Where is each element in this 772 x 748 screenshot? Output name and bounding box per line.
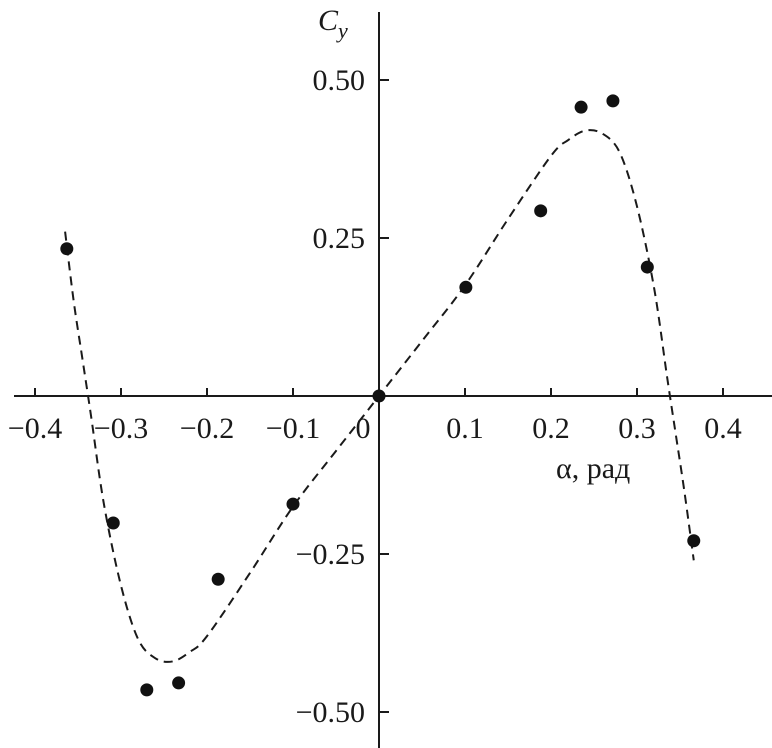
x-tick-label: −0.3: [94, 412, 148, 445]
data-point: [60, 242, 74, 256]
x-tick-label: −0.1: [266, 412, 320, 445]
y-axis-label-main: C: [318, 4, 339, 37]
data-point: [172, 676, 186, 690]
x-axis-label: α, рад: [556, 452, 630, 485]
data-point: [640, 260, 654, 274]
data-point: [606, 94, 620, 108]
axes: [14, 12, 772, 748]
data-point: [372, 389, 386, 403]
data-point: [211, 572, 225, 586]
data-point: [459, 280, 473, 294]
x-tick-label: 0.2: [532, 412, 570, 445]
data-point: [140, 683, 154, 697]
y-tick-label: −0.25: [296, 538, 365, 571]
y-tick-label: −0.50: [296, 696, 365, 729]
x-tick-label: −0.2: [180, 412, 234, 445]
x-tick-label: 0.1: [446, 412, 484, 445]
x-tick-label: −0.4: [8, 412, 62, 445]
x-tick-label: 0.4: [704, 412, 742, 445]
data-point: [106, 516, 120, 530]
y-axis-label-sub: y: [336, 18, 348, 43]
y-tick-label: 0.50: [313, 64, 366, 97]
data-point: [574, 100, 588, 114]
ticks: −0.4 −0.3 −0.2 −0.1 0 0.1 0.2 0.3 0.40.500.25−0.…: [8, 64, 742, 729]
data-points: [60, 94, 701, 697]
data-point: [534, 204, 548, 218]
y-tick-label: 0.25: [313, 222, 366, 255]
y-axis-label: Cy: [318, 4, 348, 43]
data-point: [286, 497, 300, 511]
data-point: [687, 534, 701, 548]
x-tick-label: 0.3: [618, 412, 656, 445]
